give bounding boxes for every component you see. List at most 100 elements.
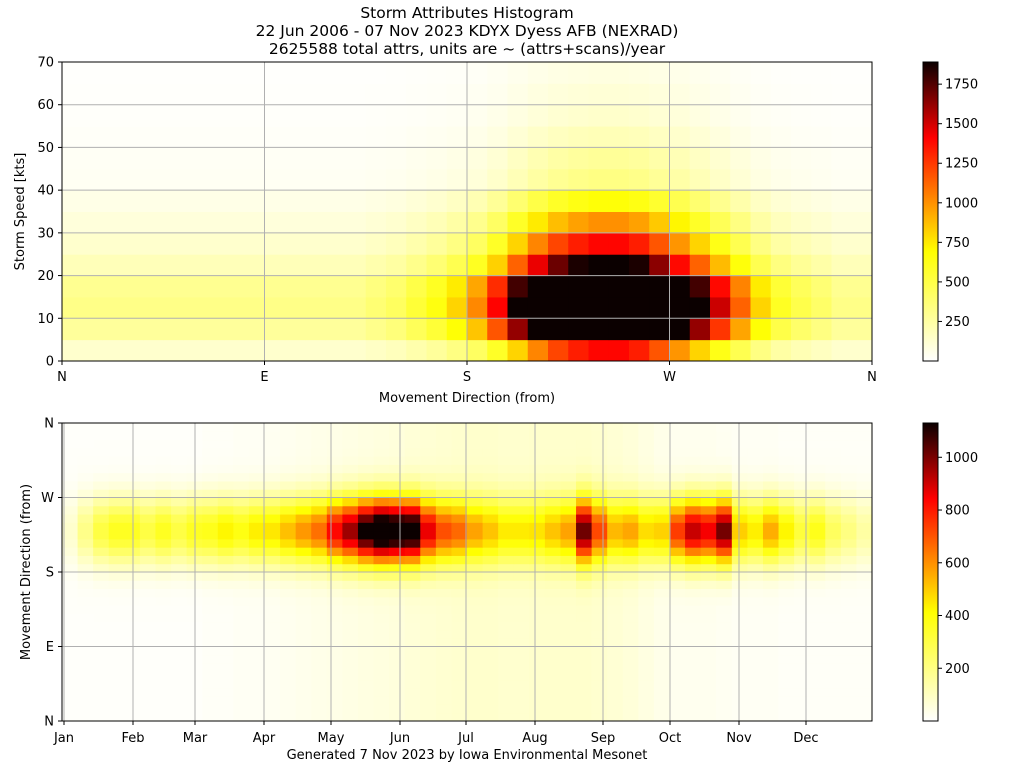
top-heatmap-cell [284, 318, 306, 341]
top-heatmap-cell [507, 296, 529, 319]
bottom-heatmap-cell [62, 480, 79, 490]
bottom-x-tick-label: Nov [726, 731, 752, 746]
bottom-heatmap-cell [93, 572, 110, 581]
top-heatmap-cell [629, 275, 650, 298]
bottom-heatmap-cell [653, 654, 670, 664]
bottom-heatmap-cell [498, 605, 515, 614]
bottom-heatmap-cell [373, 663, 390, 672]
top-heatmap-cell [588, 211, 610, 234]
bottom-heatmap-cell [139, 447, 156, 457]
top-heatmap-cell [467, 62, 488, 84]
bottom-heatmap-cell [700, 621, 717, 631]
bottom-heatmap-cell [233, 431, 250, 441]
bottom-heatmap-cell [295, 489, 312, 498]
bottom-heatmap-cell [264, 596, 281, 606]
bottom-heatmap-cell [233, 538, 250, 548]
bottom-heatmap-cell [731, 505, 748, 515]
top-heatmap-cell [163, 62, 184, 84]
bottom-heatmap-cell [856, 712, 873, 722]
bottom-heatmap-cell [591, 447, 608, 457]
bottom-heatmap-cell [171, 654, 188, 664]
bottom-heatmap-cell [124, 613, 141, 623]
top-heatmap-cell [710, 232, 731, 255]
bottom-heatmap-cell [747, 654, 764, 664]
bottom-heatmap-cell [700, 514, 717, 523]
bottom-heatmap-cell [311, 431, 328, 441]
bottom-heatmap-cell [700, 605, 717, 614]
bottom-heatmap-cell [762, 555, 780, 565]
top-heatmap-cell [649, 83, 670, 106]
bottom-heatmap-cell [295, 505, 312, 515]
bottom-heatmap-cell [607, 472, 624, 482]
bottom-heatmap-cell [233, 629, 250, 639]
bottom-heatmap-cell [513, 696, 530, 705]
top-heatmap-cell [183, 147, 205, 170]
top-heatmap-cell [406, 62, 427, 84]
bottom-heatmap-cell [326, 522, 343, 532]
bottom-heatmap-cell [342, 596, 359, 606]
top-heatmap-cell [365, 211, 387, 234]
top-y-tick-label: 40 [37, 184, 54, 199]
bottom-heatmap-cell [529, 456, 546, 465]
top-heatmap-cell [669, 254, 691, 277]
bottom-heatmap-cell [357, 712, 375, 722]
bottom-heatmap-cell [856, 572, 873, 581]
top-heatmap-cell [244, 254, 265, 277]
bottom-heatmap-cell [856, 431, 873, 441]
bottom-heatmap-cell [544, 464, 561, 474]
top-heatmap-cell [467, 232, 488, 255]
bottom-heatmap-cell [280, 679, 297, 689]
bottom-heatmap-cell [451, 638, 468, 647]
top-heatmap-cell [689, 275, 711, 298]
footer-credit: Generated 7 Nov 2023 by Iowa Environment… [286, 748, 648, 763]
bottom-heatmap-cell [498, 671, 515, 681]
top-heatmap-cell [386, 339, 407, 362]
bottom-heatmap-cell [124, 679, 141, 689]
bottom-heatmap-cell [653, 547, 670, 556]
bottom-heatmap-cell [139, 423, 156, 432]
bottom-heatmap-cell [482, 596, 499, 606]
top-heatmap-cell [548, 168, 569, 191]
bottom-heatmap-cell [669, 522, 686, 532]
bottom-heatmap-cell [482, 687, 499, 697]
bottom-heatmap-cell [856, 514, 873, 523]
bottom-heatmap-cell [856, 497, 873, 507]
bottom-heatmap-cell [544, 480, 561, 490]
bottom-heatmap-cell [716, 522, 733, 532]
bottom-heatmap-cell [591, 613, 608, 623]
bottom-heatmap-cell [373, 530, 390, 540]
bottom-heatmap-cell [700, 596, 717, 606]
bottom-heatmap-cell [638, 687, 655, 697]
bottom-heatmap-cell [529, 613, 546, 623]
bottom-heatmap-cell [685, 596, 702, 606]
top-heatmap-cell [143, 296, 164, 319]
bottom-heatmap-cell [295, 514, 312, 523]
top-heatmap-cell [102, 168, 124, 191]
bottom-heatmap-cell [747, 605, 764, 614]
bottom-heatmap-cell [467, 654, 484, 664]
bottom-heatmap-cell [825, 588, 842, 598]
top-heatmap-cell [608, 232, 630, 255]
top-heatmap-cell [305, 126, 326, 148]
bottom-heatmap-cell [762, 654, 780, 664]
bottom-heatmap-cell [264, 439, 281, 449]
bottom-heatmap-cell [404, 638, 421, 647]
top-heatmap-cell [426, 254, 448, 277]
bottom-heatmap-cell [202, 596, 219, 606]
bottom-heatmap-cell [217, 431, 234, 441]
bottom-heatmap-cell [357, 505, 375, 515]
top-heatmap-cell [82, 104, 103, 127]
bottom-heatmap-cell [778, 522, 795, 532]
bottom-heatmap-cell [529, 447, 546, 457]
bottom-heatmap-cell [529, 538, 546, 548]
top-colorbar-tick-label: 250 [945, 315, 970, 330]
bottom-heatmap-cell [295, 704, 312, 714]
bottom-heatmap-cell [389, 456, 406, 465]
top-heatmap-cell [629, 318, 650, 341]
bottom-heatmap-cell [217, 572, 234, 581]
top-heatmap-cell [446, 168, 468, 191]
bottom-heatmap-cell [498, 514, 515, 523]
bottom-heatmap-cell [467, 456, 484, 465]
bottom-heatmap-cell [653, 646, 670, 656]
top-heatmap-cell [325, 168, 346, 191]
